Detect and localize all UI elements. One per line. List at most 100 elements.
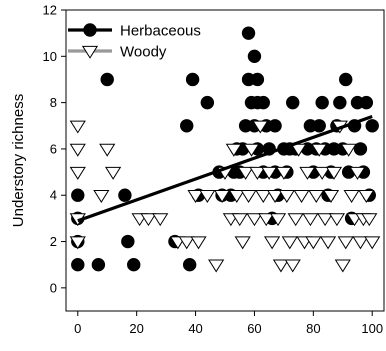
woody-point <box>246 213 263 227</box>
herbaceous-fit-line <box>77 114 373 223</box>
woody-point <box>178 236 195 250</box>
woody-point <box>281 236 298 250</box>
herbaceous-point <box>286 95 300 110</box>
herbaceous-point <box>185 72 200 87</box>
y-tick-label: 8 <box>50 95 57 110</box>
y-axis: 0 2 4 6 8 10 12 <box>43 3 66 295</box>
y-tick-label: 0 <box>50 280 57 295</box>
woody-point <box>334 259 351 273</box>
woody-point <box>252 120 269 134</box>
plot-frame <box>65 9 385 312</box>
woody-point <box>299 166 316 180</box>
woody-point <box>208 259 225 273</box>
herbaceous-point <box>121 234 135 249</box>
woody-point <box>278 190 295 204</box>
woody-point <box>255 190 272 204</box>
herbaceous-point <box>312 119 326 133</box>
woody-point <box>225 143 242 157</box>
y-tick-label: 2 <box>50 234 57 249</box>
woody-point <box>213 190 231 204</box>
woody-point <box>287 213 304 227</box>
herbaceous-point <box>71 188 85 202</box>
herbaceous-point <box>180 119 194 133</box>
herbaceous-point <box>315 95 329 110</box>
x-tick-label: 40 <box>188 321 202 336</box>
woody-point <box>237 166 254 180</box>
x-axis: 0 20 40 60 80 100 <box>74 311 383 336</box>
y-tick-label: 4 <box>50 188 57 203</box>
woody-point <box>69 120 86 134</box>
woody-point <box>269 213 287 227</box>
y-tick-label: 12 <box>43 3 57 18</box>
herbaceous-point <box>333 95 347 110</box>
legend: Herbaceous Woody <box>68 23 201 61</box>
x-tick-label: 100 <box>361 321 383 336</box>
woody-point <box>284 259 301 273</box>
herbaceous-point <box>100 72 114 87</box>
herbaceous-point <box>359 95 374 110</box>
woody-point <box>93 190 110 204</box>
herbaceous-point <box>118 188 132 202</box>
woody-point <box>364 236 381 250</box>
woody-point <box>140 213 157 227</box>
herbaceous-point <box>256 95 270 110</box>
herbaceous-fit-line-group <box>77 114 373 223</box>
herbaceous-point <box>339 72 353 87</box>
woody-point <box>340 143 357 157</box>
legend-woody-marker <box>81 45 99 59</box>
x-tick-label: 60 <box>247 321 261 336</box>
woody-point <box>190 236 207 250</box>
woody-point <box>261 166 278 180</box>
woody-point <box>258 213 275 227</box>
herbaceous-point <box>365 119 379 133</box>
woody-point <box>187 190 204 204</box>
woody-point <box>228 190 245 204</box>
herbaceous-point <box>182 257 197 272</box>
woody-point <box>249 166 266 180</box>
woody-point <box>343 190 360 204</box>
woody-point <box>69 143 86 157</box>
herbaceous-point <box>91 257 106 272</box>
x-tick-label: 0 <box>74 321 81 336</box>
woody-point <box>305 236 322 250</box>
herbaceous-point <box>250 72 265 87</box>
woody-point <box>328 213 345 227</box>
legend-herbaceous-marker <box>83 23 97 37</box>
y-tick-label: 6 <box>50 141 57 156</box>
woody-point <box>264 236 281 250</box>
legend-woody-label: Woody <box>120 44 167 61</box>
woody-point <box>302 213 319 227</box>
herbaceous-point <box>268 119 282 133</box>
woody-point <box>349 166 366 180</box>
woody-point <box>293 190 310 204</box>
y-tick-label: 10 <box>43 49 57 64</box>
woody-point <box>152 213 169 227</box>
woody-point <box>317 213 334 227</box>
woody-point <box>243 143 260 157</box>
woody-point <box>199 190 216 204</box>
woody-point <box>231 213 248 227</box>
woody-point <box>337 236 354 250</box>
woody-point <box>311 143 328 157</box>
woody-point <box>275 166 292 180</box>
plot-border <box>65 9 385 312</box>
woody-point <box>240 190 257 204</box>
woody-point <box>322 190 340 204</box>
woody-point <box>69 166 86 180</box>
x-tick-label: 20 <box>129 321 143 336</box>
herbaceous-points <box>71 26 379 272</box>
woody-point <box>352 236 369 250</box>
woody-point <box>314 166 331 180</box>
woody-points <box>69 120 381 273</box>
woody-point <box>319 236 337 250</box>
herbaceous-point <box>127 257 141 272</box>
woody-point <box>99 143 116 157</box>
herbaceous-point <box>200 95 215 110</box>
woody-point <box>105 166 122 180</box>
woody-point <box>266 190 284 204</box>
y-axis-title: Understory richness <box>10 94 27 227</box>
x-tick-label: 80 <box>306 321 320 336</box>
woody-point <box>358 190 375 204</box>
herbaceous-point <box>241 26 256 40</box>
